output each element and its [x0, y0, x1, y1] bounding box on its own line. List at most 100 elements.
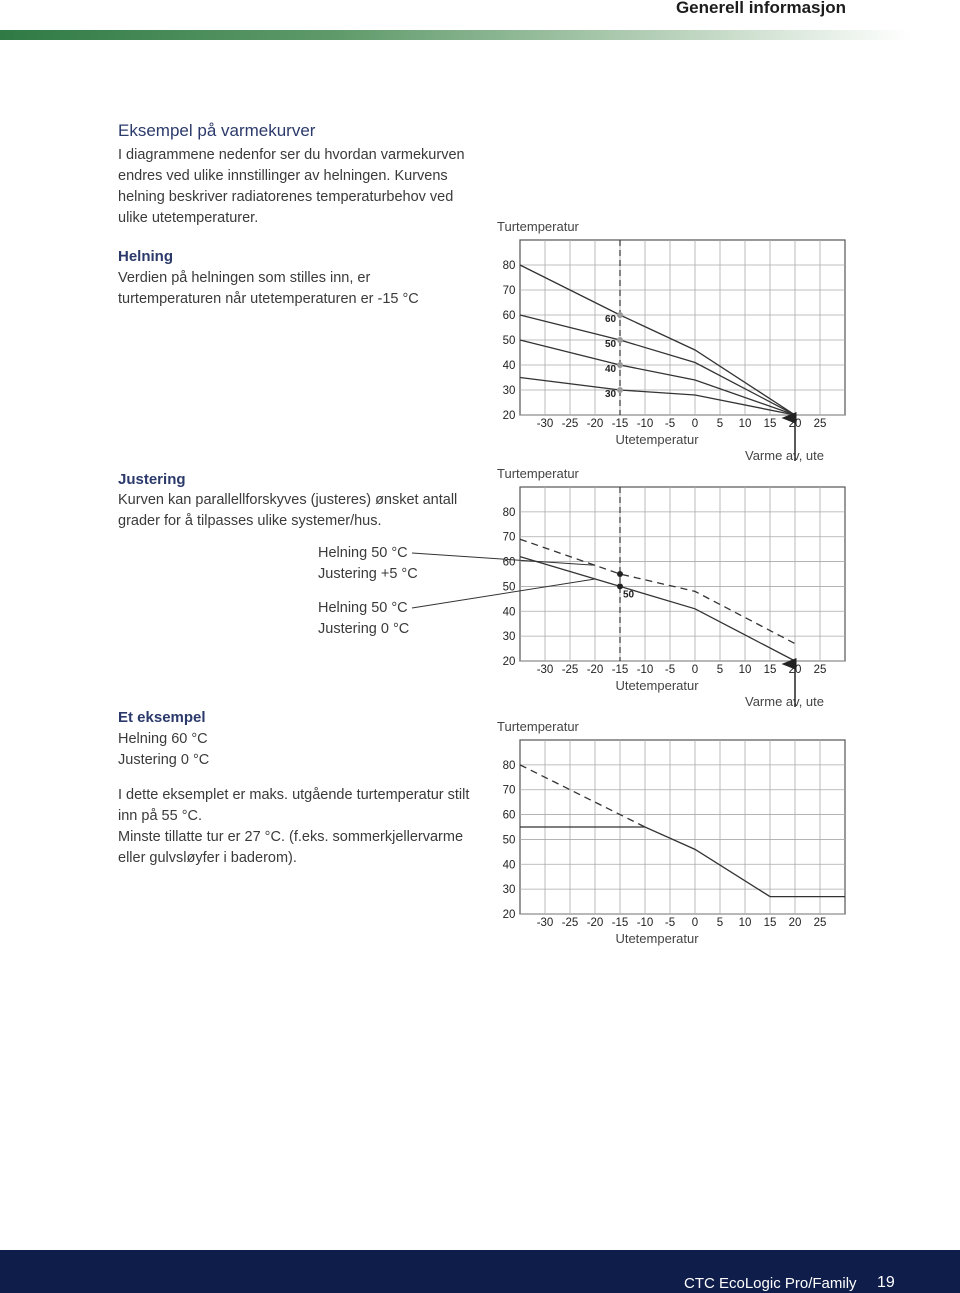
x-tick-label: 15 [764, 917, 777, 929]
paragraph: I diagrammene nedenfor ser du hvordan va… [118, 147, 465, 226]
y-tick-label: 20 [503, 656, 516, 668]
x-axis-label: Utetemperatur [615, 678, 699, 693]
curve-caption: Helning 50 °C [318, 600, 408, 616]
paragraph: Minste tillatte tur er 27 °C. (f.eks. so… [118, 829, 464, 866]
y-tick-label: 60 [503, 810, 516, 822]
curve-caption: Justering 0 °C [318, 621, 409, 637]
x-tick-label: -5 [665, 664, 675, 676]
x-tick-label: 5 [717, 664, 723, 676]
x-tick-label: -10 [637, 664, 654, 676]
x-tick-label: -25 [562, 418, 579, 430]
header-title: Generell informasjon [675, 0, 846, 17]
curve-caption: Helning 50 °C [318, 545, 408, 561]
x-tick-label: -10 [637, 917, 654, 929]
y-tick-label: 80 [503, 507, 516, 519]
y-tick-label: 40 [503, 606, 516, 618]
curve-label: 50 [623, 589, 635, 600]
x-tick-label: -20 [587, 418, 604, 430]
x-tick-label: 10 [739, 664, 752, 676]
y-tick-label: 60 [503, 310, 516, 322]
footer-product: CTC EcoLogic Pro/Family [684, 1275, 857, 1292]
x-tick-label: -5 [665, 418, 675, 430]
curve-marker [617, 571, 623, 577]
x-tick-label: 0 [692, 664, 698, 676]
y-tick-label: 80 [503, 760, 516, 772]
page-number: 19 [877, 1274, 895, 1291]
y-axis-label: Turtemperatur [497, 219, 580, 234]
x-tick-label: -30 [537, 418, 554, 430]
footer-band [0, 1250, 960, 1293]
curve [519, 538, 796, 645]
y-axis-label: Turtemperatur [497, 466, 580, 481]
plot-frame [519, 486, 846, 662]
y-tick-label: 70 [503, 785, 516, 797]
x-tick-label: 25 [814, 418, 827, 430]
paragraph: I dette eksemplet er maks. utgående turt… [118, 787, 470, 824]
y-tick-label: 30 [503, 631, 516, 643]
x-tick-label: 10 [739, 418, 752, 430]
x-tick-label: -15 [612, 418, 629, 430]
x-tick-label: -15 [612, 917, 629, 929]
paragraph: Kurven kan parallellforskyves (justeres)… [118, 492, 458, 529]
y-tick-label: 40 [503, 360, 516, 372]
y-tick-label: 70 [503, 285, 516, 297]
curve-label: 30 [605, 389, 617, 400]
curve-marker [617, 583, 623, 590]
curve-marker [617, 312, 623, 318]
x-tick-label: 15 [764, 664, 777, 676]
y-tick-label: 80 [503, 260, 516, 272]
y-tick-label: 20 [503, 410, 516, 422]
x-tick-label: 25 [814, 917, 827, 929]
y-axis-label: Turtemperatur [497, 719, 580, 734]
header-bar [0, 30, 960, 40]
curve [520, 826, 845, 898]
paragraph: Justering 0 °C [118, 752, 210, 768]
x-tick-label: -20 [587, 664, 604, 676]
x-tick-label: -15 [612, 664, 629, 676]
section-title: Justering [118, 471, 186, 488]
curve [519, 555, 796, 662]
x-tick-label: -5 [665, 917, 675, 929]
x-tick-label: 25 [814, 664, 827, 676]
x-tick-label: 15 [764, 418, 777, 430]
curve-label: 50 [605, 339, 617, 350]
x-tick-label: 0 [692, 418, 698, 430]
x-tick-label: -25 [562, 664, 579, 676]
x-tick-label: -25 [562, 917, 579, 929]
curve [519, 376, 796, 416]
x-tick-label: 0 [692, 917, 698, 929]
curve-label: 60 [605, 314, 617, 325]
x-tick-label: -30 [537, 664, 554, 676]
y-tick-label: 30 [503, 884, 516, 896]
y-tick-label: 60 [503, 557, 516, 569]
x-tick-label: 10 [739, 917, 752, 929]
x-tick-label: -20 [587, 917, 604, 929]
x-tick-label: 5 [717, 917, 723, 929]
paragraph: Helning 60 °C [118, 731, 208, 747]
y-tick-label: 50 [503, 581, 516, 593]
curve [519, 764, 646, 828]
curve-label: 40 [605, 364, 617, 375]
x-tick-label: -30 [537, 917, 554, 929]
leader-line [411, 578, 596, 609]
x-axis-label: Utetemperatur [615, 432, 699, 447]
y-tick-label: 20 [503, 909, 516, 921]
y-tick-label: 40 [503, 859, 516, 871]
y-tick-label: 30 [503, 385, 516, 397]
curve-marker [617, 337, 623, 343]
x-tick-label: 5 [717, 418, 723, 430]
x-tick-label: 20 [789, 917, 802, 929]
section-title: Et eksempel [118, 709, 206, 726]
x-tick-label: -10 [637, 418, 654, 430]
annotation: Varme av, ute [745, 448, 824, 463]
curve [519, 314, 796, 416]
section-title: Helning [118, 248, 173, 265]
curve-caption: Justering +5 °C [318, 566, 418, 582]
x-axis-label: Utetemperatur [615, 931, 699, 946]
paragraph: Verdien på helningen som stilles inn, er… [118, 270, 419, 307]
annotation: Varme av, ute [745, 694, 824, 709]
leader-line [411, 552, 596, 566]
y-tick-label: 70 [503, 532, 516, 544]
